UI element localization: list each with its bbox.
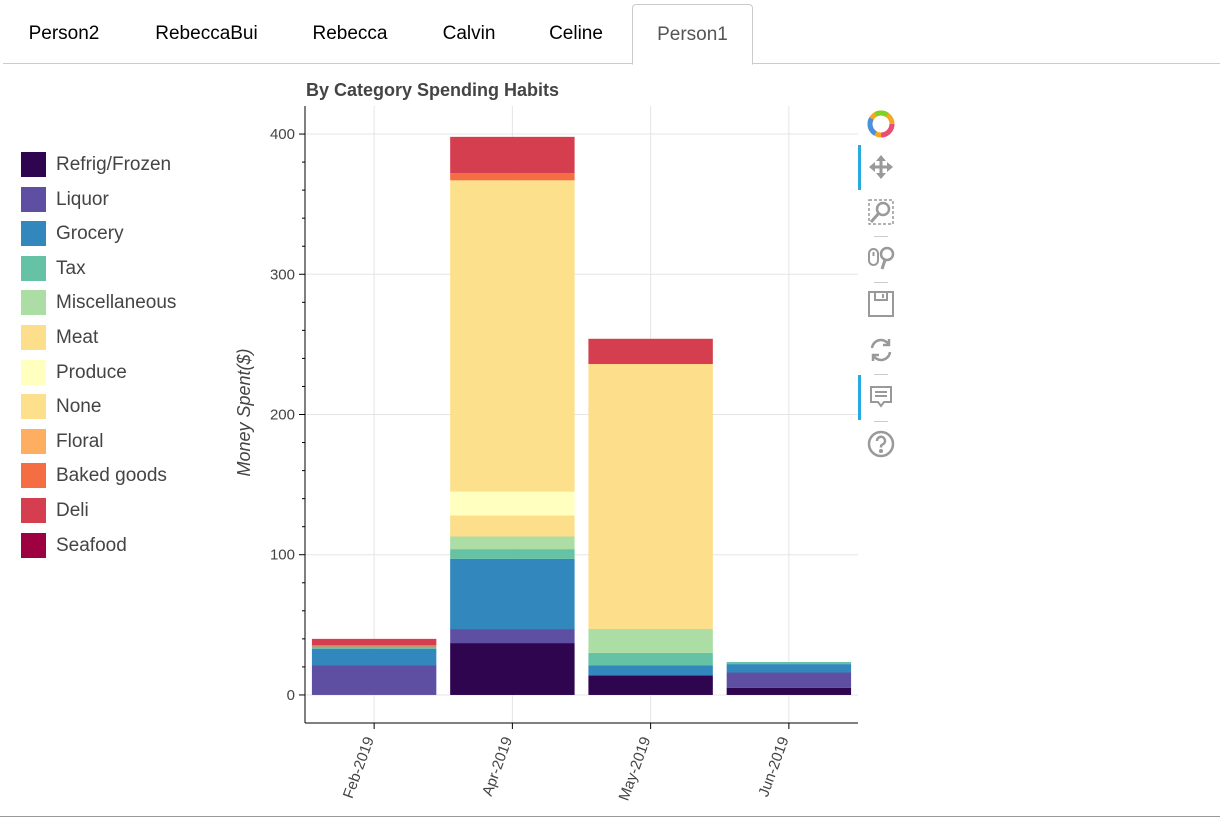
x-tick-label: Apr-2019 [479,735,516,799]
legend-label: Liquor [56,188,109,210]
bar-segment [726,664,852,673]
legend-item: Tax [21,255,221,281]
bar-segment [588,364,713,630]
bar-segment [588,675,713,695]
legend-swatch [21,532,46,558]
legend-label: Tax [56,257,86,279]
legend-swatch [21,255,46,281]
legend-swatch [21,498,46,523]
bar-segment [726,687,852,695]
legend-swatch [21,463,46,489]
wheel-zoom-icon[interactable] [866,243,896,273]
legend-swatch [21,221,46,247]
bar-segment [588,652,713,666]
chart-toolbar [858,100,904,460]
legend-item: None [21,394,221,420]
legend-item: Meat [21,325,221,350]
bar-segment [726,662,852,665]
y-tick-label: 100 [270,547,295,564]
legend-label: None [56,396,102,418]
legend-label: Deli [56,500,89,521]
bokeh-logo-icon[interactable] [866,109,896,139]
bar-segment [311,646,437,649]
legend-label: Grocery [56,223,124,245]
legend-item: Refrig/Frozen [21,152,221,177]
bar-segment [311,645,437,647]
page-bottom-divider [0,816,1220,817]
y-tick-label: 400 [270,126,295,143]
legend-item: Miscellaneous [21,290,221,316]
save-icon[interactable] [866,289,896,319]
y-tick-label: 200 [270,407,295,424]
bar-segment [588,629,713,653]
bar-segment [726,672,852,688]
legend-swatch [21,394,46,420]
legend-item: Floral [21,428,221,454]
legend-item: Liquor [21,186,221,212]
bar-segment [311,665,437,695]
box-zoom-icon[interactable] [866,197,896,227]
tab-celine[interactable]: Celine [549,23,603,44]
x-tick-label: Jun-2019 [755,735,792,800]
active-tool-indicator [858,145,861,190]
bar-segment [311,638,437,646]
legend-item: Produce [21,359,221,385]
bar-segment [450,173,575,181]
x-tick-label: Feb-2019 [340,735,378,801]
help-icon[interactable] [866,429,896,459]
legend-item: Baked goods [21,463,221,489]
legend-swatch [21,186,46,212]
tab-rebeccabui[interactable]: RebeccaBui [155,23,258,44]
legend-label: Meat [56,327,99,348]
bar-segment [450,549,575,559]
legend-label: Floral [56,430,104,452]
toolbar-separator [874,374,888,375]
tab-person1[interactable]: Person1 [632,4,753,65]
bar-segment [450,515,575,537]
bar-segment [450,558,575,630]
legend-label: Seafood [56,534,127,556]
hover-icon[interactable] [866,382,896,412]
tab-bar-divider [3,63,1220,64]
reset-icon[interactable] [866,335,896,365]
y-tick-label: 300 [270,266,295,283]
chart-title: By Category Spending Habits [306,80,560,100]
legend-swatch [21,152,46,177]
tab-calvin[interactable]: Calvin [442,23,496,44]
toolbar-separator [874,282,888,283]
bar-segment [450,629,575,644]
x-tick-label: May-2019 [616,735,655,803]
tab-bar: Person2 RebeccaBui Rebecca Calvin Celine… [0,0,1220,65]
toolbar-separator [874,236,888,237]
legend-item: Seafood [21,532,221,558]
bar-segment [311,648,437,666]
bar-segment [450,491,575,516]
pan-icon[interactable] [866,152,896,182]
legend-label: Miscellaneous [56,292,177,314]
legend-label: Produce [56,361,127,383]
bar-segment [588,338,713,365]
legend-swatch [21,428,46,454]
bar-segment [450,180,575,492]
legend-label: Refrig/Frozen [56,154,172,175]
bar-segment [450,536,575,550]
legend-swatch [21,325,46,350]
y-tick-label: 0 [287,687,295,704]
bar-segment [450,136,575,174]
tab-person2[interactable]: Person2 [28,23,100,44]
y-axis-label: Money Spent($) [234,348,254,476]
legend-item: Deli [21,498,221,523]
bar-segment [450,643,575,695]
legend-swatch [21,290,46,316]
legend-swatch [21,359,46,385]
tab-rebecca[interactable]: Rebecca [312,23,388,44]
bar-segment [588,665,713,676]
legend-label: Baked goods [56,465,167,487]
legend-item: Grocery [21,221,221,247]
toolbar-separator [874,421,888,422]
active-tool-indicator [858,375,861,420]
